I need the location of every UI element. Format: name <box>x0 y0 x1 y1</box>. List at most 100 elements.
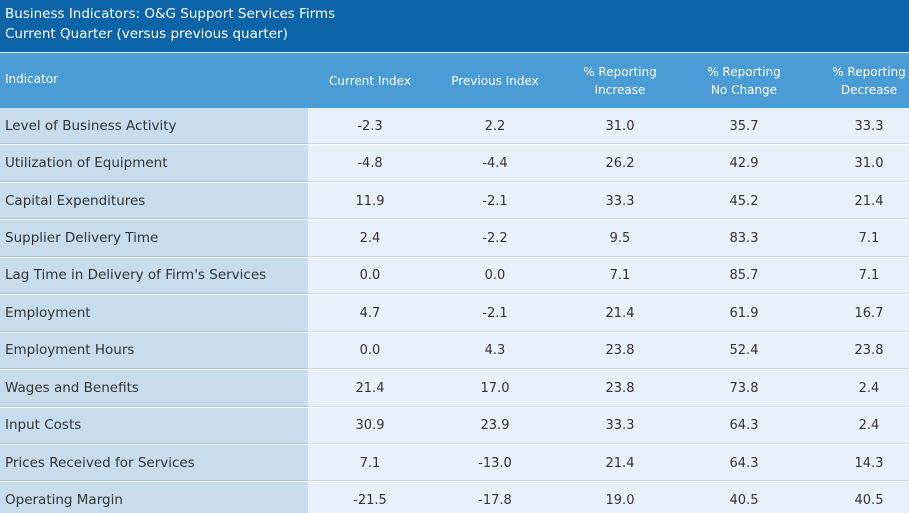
indicator-cell: Input Costs <box>0 407 308 444</box>
header-current-index: Current Index <box>329 73 411 88</box>
indicator-cell: Level of Business Activity <box>0 108 308 145</box>
reporting-decrease-cell: 16.7 <box>854 305 884 321</box>
reporting-increase-cell: 21.4 <box>605 455 635 471</box>
reporting-decrease-cell: 2.4 <box>858 418 880 434</box>
row-values-background <box>308 482 909 513</box>
title-line-1: Business Indicators: O&G Support Service… <box>5 6 336 22</box>
current-index-cell: -21.5 <box>353 493 387 509</box>
indicator-cell: Supplier Delivery Time <box>0 220 308 257</box>
table-body: Level of Business Activity -2.3 2.2 31.0 35.… <box>0 108 909 513</box>
table-row: Capital Expenditures 11.9 -2.1 33.3 45.2 21.4 <box>0 182 909 221</box>
header-reporting-no-change: % Reporting No Change <box>707 64 781 97</box>
indicator-cell: Lag Time in Delivery of Firm's Services <box>0 257 308 295</box>
row-values-background <box>308 370 909 407</box>
reporting-increase-cell: 9.5 <box>609 231 631 247</box>
reporting-decrease-cell: 14.3 <box>854 455 884 471</box>
current-index-cell: 7.1 <box>359 455 381 471</box>
previous-index-cell: 2.2 <box>484 118 506 134</box>
reporting-decrease-cell: 33.3 <box>854 118 884 134</box>
table-row: Supplier Delivery Time 2.4 -2.2 9.5 83.3 7.1 <box>0 220 909 258</box>
indicator-cell: Employment <box>0 295 308 332</box>
indicator-cell: Utilization of Equipment <box>0 145 308 182</box>
row-values-background <box>308 295 909 332</box>
table-row: Lag Time in Delivery of Firm's Services 0… <box>0 257 909 296</box>
table-row: Level of Business Activity -2.3 2.2 31.0 35.… <box>0 108 909 146</box>
row-values-background <box>308 332 909 370</box>
reporting-decrease-cell: 21.4 <box>854 193 884 209</box>
reporting-increase-cell: 21.4 <box>605 305 635 321</box>
table-row: Input Costs 30.9 23.9 33.3 64.3 2.4 <box>0 407 909 445</box>
reporting-increase-cell: 19.0 <box>605 493 635 509</box>
previous-index-cell: -17.8 <box>478 493 512 509</box>
table-row: Employment 4.7 -2.1 21.4 61.9 16.7 <box>0 295 909 333</box>
reporting-decrease-cell: 2.4 <box>858 380 880 396</box>
table-row: Operating Margin -21.5 -17.8 19.0 40.5 40.5 <box>0 482 909 513</box>
reporting-increase-cell: 33.3 <box>605 418 635 434</box>
header-previous-index: Previous Index <box>451 73 539 88</box>
reporting-no-change-cell: 64.3 <box>729 418 759 434</box>
reporting-decrease-cell: 23.8 <box>854 343 884 359</box>
reporting-no-change-cell: 45.2 <box>729 193 759 209</box>
reporting-decrease-cell: 7.1 <box>858 268 880 284</box>
reporting-decrease-cell: 40.5 <box>854 493 884 509</box>
reporting-no-change-cell: 73.8 <box>729 380 759 396</box>
row-values-background <box>308 220 909 257</box>
reporting-increase-cell: 31.0 <box>605 118 635 134</box>
indicator-cell: Operating Margin <box>0 482 308 513</box>
previous-index-cell: -13.0 <box>478 455 512 471</box>
current-index-cell: 0.0 <box>359 268 381 284</box>
reporting-no-change-cell: 35.7 <box>729 118 759 134</box>
reporting-no-change-cell: 85.7 <box>729 268 759 284</box>
reporting-no-change-cell: 61.9 <box>729 305 759 321</box>
row-values-background <box>308 257 909 295</box>
reporting-increase-cell: 7.1 <box>609 268 631 284</box>
reporting-increase-cell: 33.3 <box>605 193 635 209</box>
reporting-decrease-cell: 7.1 <box>858 231 880 247</box>
previous-index-cell: 23.9 <box>480 418 510 434</box>
table-row: Employment Hours 0.0 4.3 23.8 52.4 23.8 <box>0 332 909 371</box>
table-row: Prices Received for Services 7.1 -13.0 21.4… <box>0 444 909 483</box>
row-values-background <box>308 182 909 220</box>
previous-index-cell: 4.3 <box>484 343 506 359</box>
previous-index-cell: -2.1 <box>482 305 508 321</box>
row-values-background <box>308 108 909 145</box>
current-index-cell: 2.4 <box>359 231 381 247</box>
reporting-no-change-cell: 40.5 <box>729 493 759 509</box>
previous-index-cell: -4.4 <box>482 156 508 172</box>
table-row: Wages and Benefits 21.4 17.0 23.8 73.8 2.4 <box>0 370 909 408</box>
indicator-cell: Wages and Benefits <box>0 370 308 407</box>
row-values-background <box>308 407 909 444</box>
current-index-cell: -4.8 <box>357 156 383 172</box>
previous-index-cell: 17.0 <box>480 380 510 396</box>
current-index-cell: -2.3 <box>357 118 383 134</box>
previous-index-cell: 0.0 <box>484 268 506 284</box>
current-index-cell: 0.0 <box>359 343 381 359</box>
current-index-cell: 4.7 <box>359 305 381 321</box>
header-reporting-increase: % Reporting Increase <box>583 64 657 97</box>
current-index-cell: 30.9 <box>355 418 385 434</box>
reporting-increase-cell: 23.8 <box>605 343 635 359</box>
table-row: Utilization of Equipment -4.8 -4.4 26.2 42.9… <box>0 145 909 183</box>
table-title: Business Indicators: O&G Support Service… <box>0 0 909 52</box>
reporting-no-change-cell: 52.4 <box>729 343 759 359</box>
row-values-background <box>308 145 909 182</box>
reporting-no-change-cell: 42.9 <box>729 156 759 172</box>
title-line-2: Current Quarter (versus previous quarter… <box>5 26 288 42</box>
reporting-decrease-cell: 31.0 <box>854 156 884 172</box>
current-index-cell: 21.4 <box>355 380 385 396</box>
previous-index-cell: -2.2 <box>482 231 508 247</box>
column-header-row: Indicator Current Index Previous Index %… <box>0 53 909 108</box>
reporting-increase-cell: 23.8 <box>605 380 635 396</box>
header-indicator: Indicator <box>5 72 59 86</box>
previous-index-cell: -2.1 <box>482 193 508 209</box>
reporting-increase-cell: 26.2 <box>605 156 635 172</box>
row-values-background <box>308 444 909 482</box>
indicator-cell: Employment Hours <box>0 332 308 370</box>
indicator-cell: Capital Expenditures <box>0 182 308 220</box>
reporting-no-change-cell: 83.3 <box>729 231 759 247</box>
reporting-no-change-cell: 64.3 <box>729 455 759 471</box>
header-reporting-decrease: % Reporting Decrease <box>832 64 906 97</box>
current-index-cell: 11.9 <box>355 193 385 209</box>
indicator-cell: Prices Received for Services <box>0 444 308 482</box>
